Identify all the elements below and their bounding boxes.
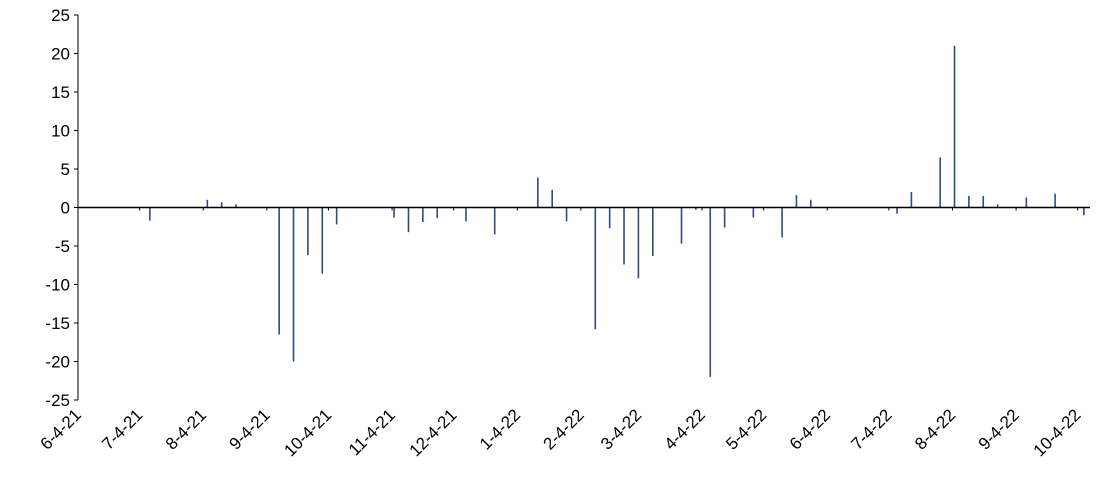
bar bbox=[781, 207, 783, 238]
x-tick-label: 9-4-22 bbox=[975, 405, 1023, 453]
bar bbox=[465, 207, 467, 222]
bar bbox=[795, 195, 798, 208]
bar bbox=[220, 202, 223, 208]
y-tick-label: -15 bbox=[45, 314, 70, 333]
y-tick-label: 15 bbox=[51, 83, 70, 102]
x-tick-label: 6-4-21 bbox=[37, 405, 85, 453]
y-tick-label: 10 bbox=[51, 122, 70, 141]
bar bbox=[436, 207, 439, 219]
bar bbox=[996, 204, 999, 208]
bar bbox=[321, 207, 324, 274]
bar bbox=[1083, 207, 1085, 216]
bar bbox=[493, 207, 496, 235]
x-tick-label: 8-4-21 bbox=[162, 405, 210, 453]
y-tick-label: 5 bbox=[61, 160, 70, 179]
bar bbox=[968, 195, 970, 208]
x-tick-label: 5-4-22 bbox=[722, 405, 770, 453]
bar bbox=[695, 207, 697, 210]
y-tick-label: -5 bbox=[55, 237, 70, 256]
y-tick-label: -25 bbox=[45, 391, 70, 410]
bar bbox=[953, 45, 956, 208]
bar bbox=[982, 195, 985, 208]
bar bbox=[292, 207, 295, 362]
y-tick-label: -10 bbox=[45, 276, 70, 295]
bar bbox=[680, 207, 683, 244]
bar bbox=[393, 207, 395, 218]
x-tick-label: 12-4-21 bbox=[406, 405, 461, 460]
x-tick-label: 10-4-22 bbox=[1030, 405, 1085, 460]
y-tick-label: 25 bbox=[51, 6, 70, 25]
bar bbox=[810, 199, 812, 208]
x-tick-label: 2-4-22 bbox=[540, 405, 588, 453]
bar bbox=[206, 199, 209, 208]
bar bbox=[637, 207, 640, 279]
bar bbox=[896, 207, 898, 214]
bar bbox=[709, 207, 712, 377]
bar bbox=[723, 207, 726, 228]
y-tick-label: 0 bbox=[61, 199, 70, 218]
bar bbox=[537, 177, 539, 208]
x-tick-label: 8-4-22 bbox=[911, 405, 959, 453]
bar bbox=[623, 207, 625, 265]
x-tick-label: 4-4-22 bbox=[661, 405, 709, 453]
bar bbox=[1025, 197, 1028, 208]
bar bbox=[594, 207, 597, 330]
bar bbox=[235, 204, 237, 208]
x-tick-label: 7-4-22 bbox=[847, 405, 895, 453]
bar bbox=[910, 192, 913, 208]
bar bbox=[752, 207, 755, 218]
x-tick-label: 1-4-22 bbox=[476, 405, 524, 453]
y-tick-label: 20 bbox=[51, 45, 70, 64]
bar bbox=[278, 207, 280, 335]
bar bbox=[608, 207, 611, 229]
bar bbox=[307, 207, 309, 256]
bar bbox=[939, 157, 941, 208]
bar bbox=[551, 189, 553, 208]
x-tick-label: 3-4-22 bbox=[597, 405, 645, 453]
bar bbox=[149, 207, 151, 221]
bar bbox=[335, 207, 338, 225]
x-tick-label: 6-4-22 bbox=[786, 405, 834, 453]
x-tick-label: 9-4-21 bbox=[225, 405, 273, 453]
x-tick-label: 10-4-21 bbox=[280, 405, 335, 460]
y-tick-label: -20 bbox=[45, 353, 70, 372]
bar bbox=[422, 207, 424, 223]
bar bbox=[1054, 193, 1056, 208]
x-tick-label: 7-4-21 bbox=[98, 405, 146, 453]
bar bbox=[565, 207, 568, 222]
x-tick-label: 11-4-21 bbox=[345, 405, 399, 459]
bar bbox=[407, 207, 410, 233]
bar bbox=[651, 207, 654, 257]
